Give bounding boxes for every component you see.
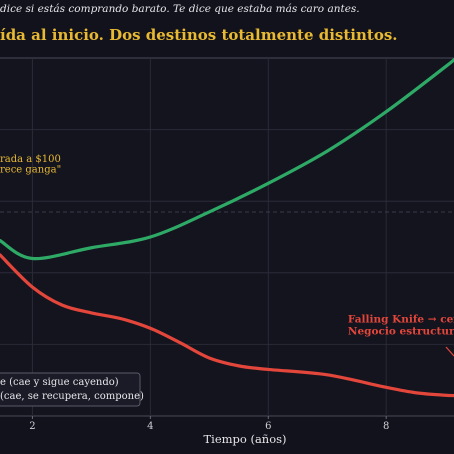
series-line-falling-knife — [0, 253, 454, 398]
x-tick-label: 2 — [29, 421, 35, 432]
chart-title: ída al inicio. Dos destinos totalmente d… — [0, 26, 398, 44]
legend-box — [0, 372, 141, 407]
legend-entry: e (cae y sigue cayendo) — [0, 377, 119, 388]
x-tick-label: 8 — [383, 421, 389, 432]
annotation-text: rece ganga" — [0, 165, 61, 176]
x-tick-label: 6 — [265, 421, 271, 432]
series-line-recovery — [0, 58, 454, 261]
legend-entry: (cae, se recupera, compone) — [0, 391, 144, 402]
annotation-text: Falling Knife → cero — [348, 314, 454, 326]
subtitle-note: dice si estás comprando barato. Te dice … — [0, 3, 360, 15]
annotation-text: Negocio estructural — [348, 325, 454, 337]
annotation-arrow — [445, 346, 454, 357]
x-axis-label: Tiempo (años) — [203, 432, 286, 446]
annotation-text: rada a $100 — [0, 154, 61, 165]
x-tick-label: 4 — [147, 421, 153, 432]
